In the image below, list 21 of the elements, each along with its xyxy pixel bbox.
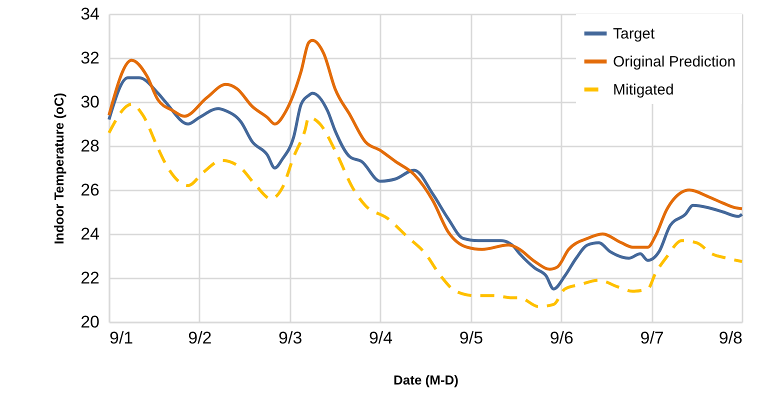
y-axis-title: Indoor Temperature (oC)	[52, 92, 67, 244]
x-tick-label: 9/7	[640, 328, 664, 348]
y-tick-label: 26	[80, 180, 100, 200]
y-tick-label: 22	[80, 268, 100, 288]
x-tick-label: 9/3	[278, 328, 302, 348]
y-tick-label: 30	[80, 92, 100, 112]
y-tick-label: 34	[80, 4, 100, 24]
x-tick-label: 9/4	[368, 328, 393, 348]
y-tick-label: 28	[80, 136, 100, 156]
x-tick-label: 9/8	[718, 328, 742, 348]
y-tick-label: 32	[80, 48, 100, 68]
legend-label: Target	[613, 26, 656, 42]
x-tick-label: 9/5	[459, 328, 484, 348]
y-tick-label: 24	[80, 224, 100, 244]
legend-label: Original Prediction	[613, 54, 736, 70]
x-tick-label: 9/2	[188, 328, 212, 348]
x-tick-label: 9/6	[550, 328, 574, 348]
x-axis-title: Date (M-D)	[394, 372, 458, 388]
legend-label: Mitigated	[613, 82, 674, 98]
x-tick-label: 9/1	[110, 328, 134, 348]
y-tick-label: 20	[80, 312, 100, 332]
